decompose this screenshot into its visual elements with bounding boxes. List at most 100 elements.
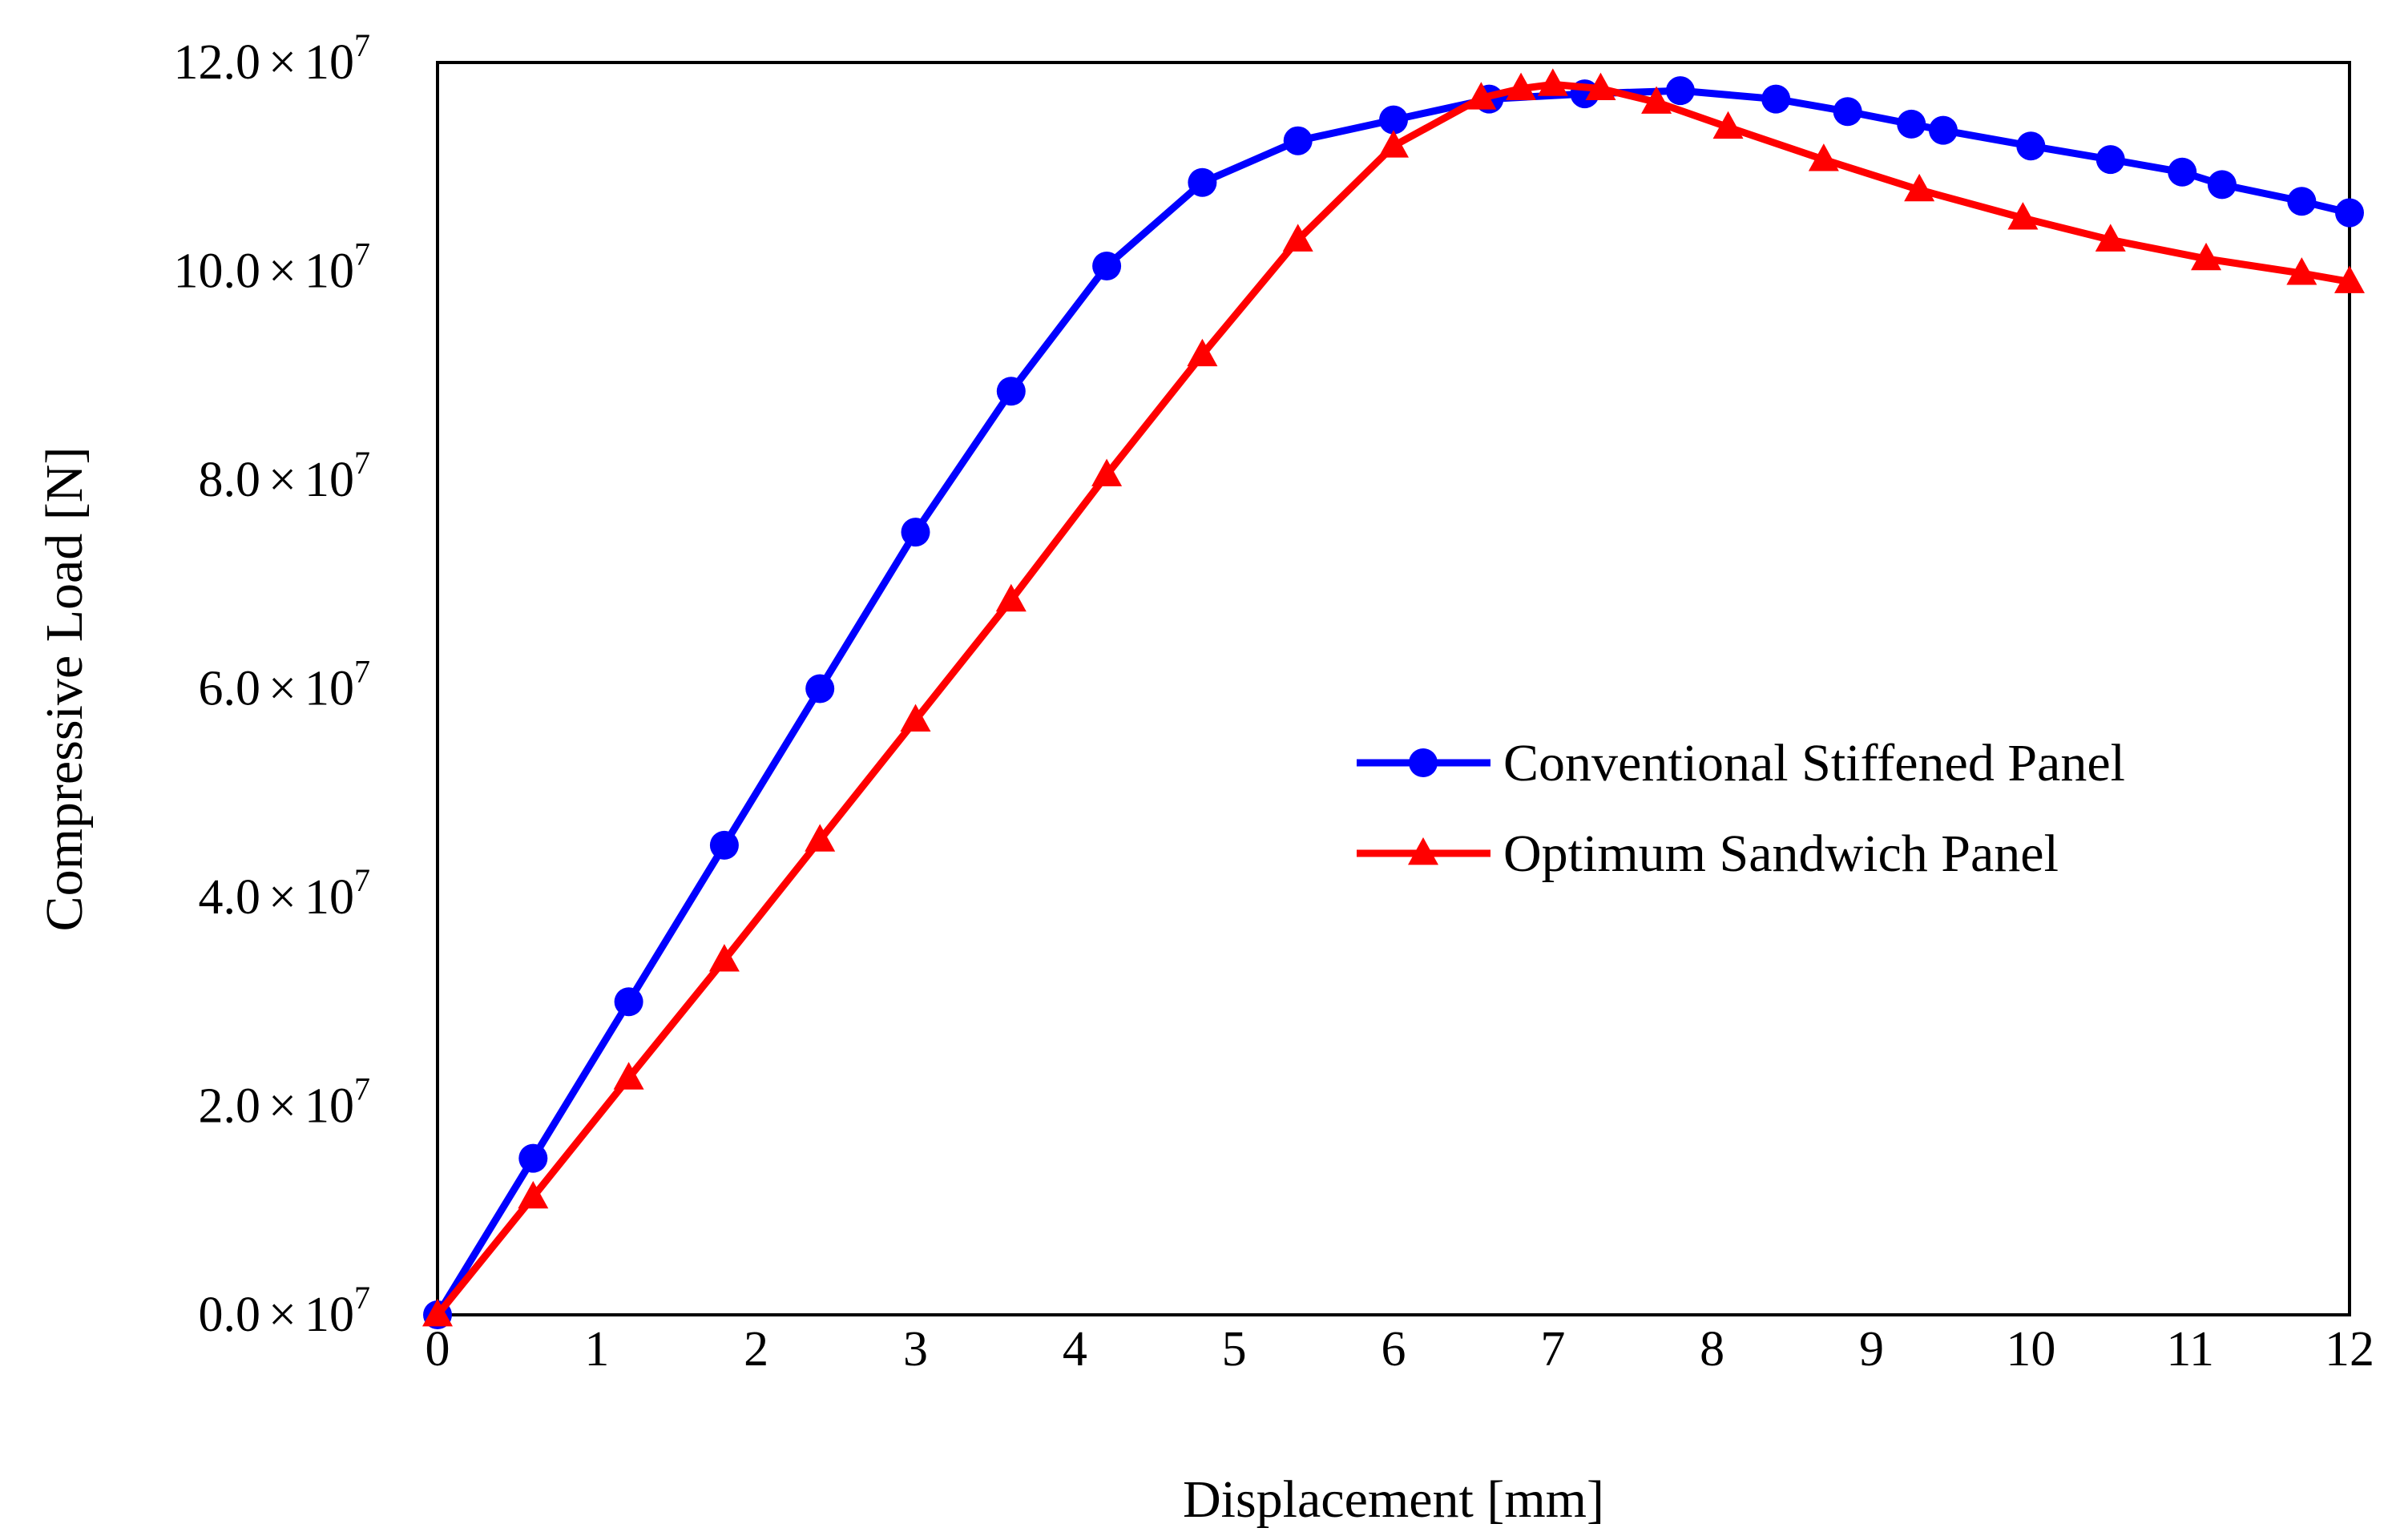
series-layer [422,68,2365,1329]
data-point [2334,265,2365,293]
data-point [1188,167,1217,197]
data-point [901,518,930,547]
y-tick-label: 2.0 × 107 [199,1071,370,1134]
data-point [1833,97,1862,127]
data-point [2191,242,2222,271]
x-tick-label: 10 [2006,1322,2055,1377]
y-tick-base: 10 [305,1288,354,1342]
data-point [1665,76,1695,106]
y-tick-base: 10 [305,1079,354,1134]
legend-item: Conventional Stiffened Panel [1357,734,2125,792]
y-tick-exponent: 7 [354,862,370,898]
data-point [2016,131,2046,161]
x-tick-label: 3 [903,1322,928,1377]
y-tick-exponent: 7 [354,654,370,690]
x-tick-label: 11 [2166,1322,2214,1377]
y-tick-mantissa: 6.0 [199,662,261,716]
y-tick-label: 0.0 × 107 [199,1280,370,1342]
data-point [2007,202,2039,230]
data-point [805,674,835,703]
y-tick-base: 10 [305,244,354,299]
y-tick-mantissa: 4.0 [199,870,261,925]
data-point [1928,115,1958,145]
series-2 [422,68,2365,1327]
y-tick-base: 10 [305,870,354,925]
y-tick-mantissa: 0.0 [199,1288,261,1342]
data-point [613,1062,644,1090]
data-point [2286,257,2317,285]
x-tick-label: 4 [1063,1322,1087,1377]
x-tick-label: 2 [744,1322,768,1377]
plot-area-frame [436,61,2351,1316]
y-tick-times: × [268,244,296,299]
x-axis-ticks: 0 1 2 3 4 5 6 7 8 9 10 11 12 [426,1322,2375,1377]
x-tick-label: 1 [584,1322,609,1377]
data-point [1379,105,1408,135]
x-tick-label: 8 [1700,1322,1724,1377]
y-tick-mantissa: 10.0 [174,244,261,299]
data-point [2335,198,2364,228]
y-tick-times: × [268,453,296,507]
y-axis-title: Compressive Load [N] [35,447,94,932]
data-point [1187,338,1218,367]
data-point [1761,84,1791,114]
series-line [434,87,2354,1319]
y-tick-times: × [268,35,296,90]
x-tick-label: 5 [1222,1322,1247,1377]
series-1 [423,76,2364,1329]
data-point [996,377,1026,406]
x-axis-title: Displacement [mm] [1183,1470,1604,1529]
data-point [518,1143,548,1173]
data-point [1506,72,1537,100]
legend: Conventional Stiffened Panel Optimum Sand… [1357,734,2125,883]
data-point [709,830,739,860]
y-tick-times: × [268,870,296,925]
data-point [1466,82,1497,110]
y-tick-base: 10 [305,35,354,90]
data-point [1283,126,1313,155]
y-tick-mantissa: 12.0 [174,35,261,90]
y-tick-mantissa: 8.0 [199,453,261,507]
data-point [1641,86,1672,114]
y-tick-label: 12.0 × 107 [174,27,370,90]
y-tick-label: 4.0 × 107 [199,862,370,925]
data-point [708,944,740,972]
x-tick-label: 6 [1382,1322,1406,1377]
data-point [1092,251,1122,280]
y-tick-times: × [268,1288,296,1342]
x-tick-label: 7 [1540,1322,1565,1377]
y-tick-exponent: 7 [354,445,370,481]
legend-swatch-marker [1408,837,1438,865]
y-tick-label: 6.0 × 107 [199,654,370,716]
data-point [2095,224,2126,252]
data-point [2168,157,2197,187]
y-tick-base: 10 [305,662,354,716]
y-tick-exponent: 7 [354,1280,370,1316]
y-tick-label: 8.0 × 107 [199,445,370,507]
data-point [2207,170,2237,200]
x-tick-label: 0 [426,1322,450,1377]
data-point [1378,130,1409,158]
legend-label: Optimum Sandwich Panel [1503,824,2059,883]
data-point [1897,109,1926,139]
data-point [422,1299,453,1327]
legend-swatch-marker [1409,748,1438,777]
y-tick-exponent: 7 [354,1071,370,1107]
y-tick-label: 10.0 × 107 [174,236,370,299]
y-tick-times: × [268,662,296,716]
data-point [1091,458,1123,486]
data-point [614,987,643,1017]
legend-label: Conventional Stiffened Panel [1503,734,2125,792]
data-point [995,583,1027,612]
series-line [434,80,2354,1319]
data-point [2287,187,2317,216]
data-point [1585,72,1616,100]
data-point [1537,68,1568,96]
data-point [2095,145,2125,175]
data-point [1282,224,1313,252]
legend-item: Optimum Sandwich Panel [1357,824,2059,883]
x-tick-label: 12 [2325,1322,2374,1377]
data-point [900,703,931,732]
